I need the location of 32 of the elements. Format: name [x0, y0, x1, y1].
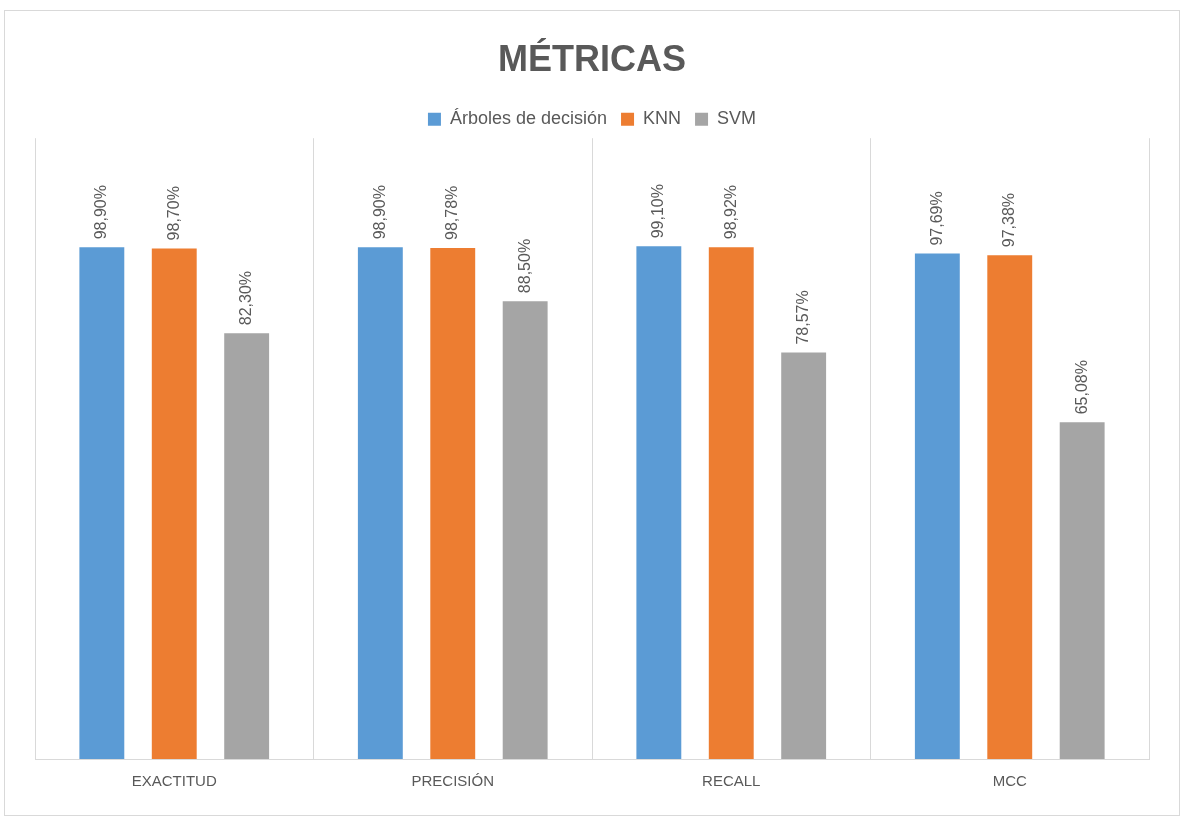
bar: [502, 301, 548, 759]
bar: [914, 253, 960, 759]
chart-title: MÉTRICAS: [498, 37, 686, 79]
bar: [708, 247, 754, 759]
bar: [151, 248, 197, 759]
bar: [357, 247, 403, 759]
bar: [79, 247, 125, 759]
data-label: 98,90%: [370, 185, 388, 240]
data-label: 98,92%: [721, 184, 739, 240]
bar: [430, 247, 476, 759]
legend-label: Árboles de decisión: [449, 108, 608, 129]
data-label: 97,38%: [1000, 192, 1018, 248]
data-label: 82,30%: [237, 270, 255, 326]
legend-label: SVM: [717, 108, 757, 129]
data-label: 99,10%: [649, 184, 667, 239]
bar: [1059, 422, 1105, 759]
x-tick-label: MCC: [992, 772, 1027, 790]
data-label: 98,90%: [92, 185, 110, 240]
data-label: 98,70%: [164, 186, 182, 241]
data-label: 78,57%: [794, 290, 812, 345]
x-tick-label: RECALL: [702, 772, 761, 790]
bar: [781, 352, 827, 759]
x-tick-label: EXACTITUD: [131, 772, 217, 790]
x-tick-label: PRECISIÓN: [411, 772, 495, 790]
data-label: 65,08%: [1072, 360, 1090, 415]
data-label: 98,78%: [443, 185, 461, 240]
data-label: 97,69%: [927, 191, 945, 246]
data-label: 88,50%: [515, 238, 533, 294]
legend-label: KNN: [643, 108, 682, 129]
bar: [224, 333, 270, 759]
bar: [987, 255, 1033, 759]
bar: [636, 246, 682, 759]
